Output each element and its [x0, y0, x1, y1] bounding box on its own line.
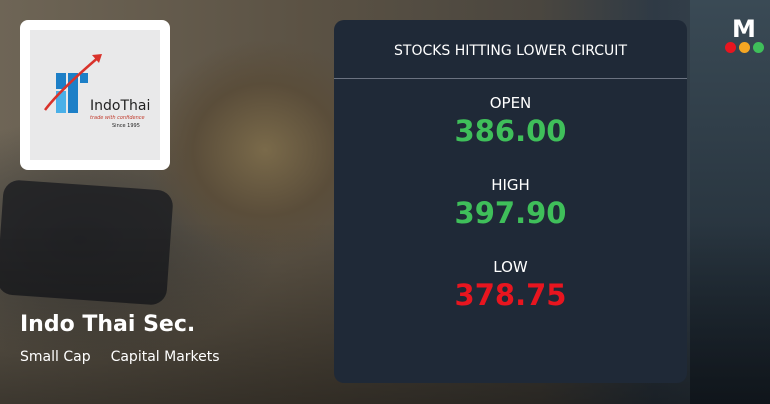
- logo-brand-text: IndoThai: [90, 98, 151, 114]
- low-label: LOW: [493, 258, 528, 276]
- company-logo-card: IndoThai trade with confidence Since 199…: [20, 20, 170, 170]
- open-value: 386.00: [454, 114, 567, 148]
- logo-tagline: trade with confidence: [90, 115, 145, 121]
- company-logo: IndoThai trade with confidence Since 199…: [30, 30, 160, 160]
- logo-since: Since 1995: [112, 123, 140, 129]
- market-cap-tag: Small Cap: [20, 349, 91, 365]
- brand-logo-letter: M: [732, 15, 756, 43]
- logo-arrow-icon: [44, 54, 102, 111]
- price-panel: STOCKS HITTING LOWER CIRCUIT OPEN 386.00…: [334, 20, 687, 383]
- company-name: Indo Thai Sec.: [20, 312, 196, 337]
- company-tags: Small Cap Capital Markets: [20, 349, 220, 365]
- high-label: HIGH: [491, 176, 530, 194]
- logo-bars-icon: [56, 73, 88, 113]
- sector-tag: Capital Markets: [110, 349, 220, 365]
- high-value: 397.90: [454, 196, 567, 230]
- orange-dot-icon: [738, 42, 750, 53]
- background-chart-image: [690, 0, 770, 404]
- panel-title: STOCKS HITTING LOWER CIRCUIT: [334, 20, 687, 79]
- low-value: 378.75: [454, 278, 567, 312]
- green-dot-icon: [752, 42, 764, 53]
- red-dot-icon: [724, 42, 736, 53]
- open-label: OPEN: [489, 94, 532, 112]
- brand-logo: M: [722, 15, 766, 53]
